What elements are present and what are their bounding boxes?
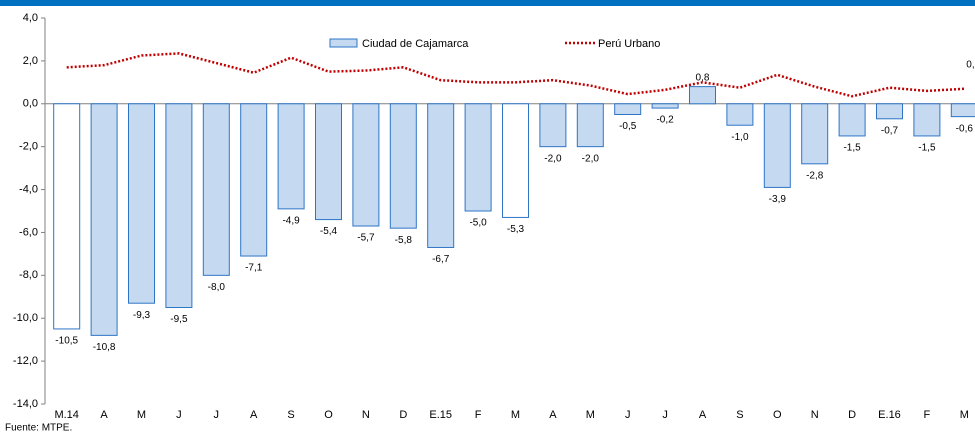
data-label: -10,5	[55, 336, 78, 347]
bar	[651, 103, 679, 109]
y-tick-label: 0,0	[23, 98, 38, 110]
y-tick-label: -12,0	[13, 355, 38, 367]
data-label: -4,9	[282, 215, 300, 226]
x-tick-label: M.14	[54, 409, 78, 421]
y-tick-label: -8,0	[19, 269, 38, 281]
bar	[801, 103, 829, 165]
x-tick-label: S	[736, 409, 743, 421]
data-label: -5,8	[395, 235, 413, 246]
bar	[165, 103, 193, 309]
x-tick-label: A	[250, 409, 258, 421]
data-label: 0,8	[696, 72, 710, 83]
bar	[352, 103, 380, 227]
bar	[202, 103, 230, 276]
legend-label: Perú Urbano	[598, 38, 660, 50]
data-label: -2,8	[806, 170, 824, 181]
x-tick-label: J	[662, 409, 668, 421]
data-label: -0,5	[619, 121, 637, 132]
bar	[389, 103, 417, 229]
data-label: -0,6	[956, 123, 974, 134]
bar	[464, 103, 492, 212]
data-label: -2,0	[582, 153, 600, 164]
x-tick-label: S	[287, 409, 294, 421]
bar	[315, 103, 342, 221]
x-tick-label: D	[848, 409, 856, 421]
bar	[128, 103, 155, 304]
x-tick-label: A	[549, 409, 557, 421]
data-label: -3,9	[769, 194, 787, 205]
line	[66, 52, 965, 98]
x-tick-label: E.15	[429, 409, 452, 421]
data-label: -10,8	[93, 342, 116, 353]
data-label: -1,5	[843, 143, 861, 154]
x-tick-label: M	[586, 409, 595, 421]
bar	[427, 103, 455, 248]
y-tick-label: -4,0	[19, 183, 38, 195]
data-label: -5,3	[507, 224, 525, 235]
x-tick-label: J	[625, 409, 631, 421]
x-tick-label: A	[100, 409, 108, 421]
x-tick-label: N	[811, 409, 819, 421]
data-label: -5,0	[469, 218, 487, 229]
y-tick-label: -10,0	[13, 312, 38, 324]
bar	[240, 103, 268, 257]
data-label: -1,5	[918, 143, 936, 154]
bar	[90, 103, 118, 336]
top-band	[0, 0, 975, 6]
data-label: -7,1	[245, 263, 263, 274]
data-label: -6,7	[432, 254, 450, 265]
x-tick-label: F	[475, 409, 482, 421]
bar	[913, 103, 941, 137]
y-tick-label: 4,0	[23, 12, 38, 24]
bar	[838, 103, 866, 137]
x-tick-label: O	[324, 409, 333, 421]
x-tick-label: N	[362, 409, 370, 421]
data-label: -0,2	[656, 115, 674, 126]
bar	[539, 103, 567, 148]
y-tick-label: -6,0	[19, 226, 38, 238]
data-label: -5,7	[357, 233, 375, 244]
x-tick-label: J	[214, 409, 220, 421]
x-tick-label: J	[176, 409, 182, 421]
x-tick-label: M	[137, 409, 146, 421]
source: Fuente: MTPE.	[5, 423, 72, 434]
data-label: -1,0	[731, 132, 749, 143]
bar	[502, 103, 529, 218]
x-tick-label: F	[924, 409, 931, 421]
legend-label: Ciudad de Cajamarca	[362, 38, 469, 50]
bar	[614, 103, 642, 116]
data-label: -9,5	[170, 314, 188, 325]
data-label: -8,0	[208, 282, 226, 293]
bar	[277, 103, 305, 210]
bar	[53, 103, 81, 330]
x-tick-label: E.16	[878, 409, 901, 421]
x-tick-label: A	[699, 409, 707, 421]
x-tick-label: D	[399, 409, 407, 421]
legend-swatch	[329, 38, 358, 48]
data-label: -2,0	[544, 153, 562, 164]
x-tick-label: M	[511, 409, 520, 421]
data-label: 0,7	[966, 59, 975, 70]
y-tick-label: 2,0	[23, 55, 38, 67]
bar	[576, 103, 604, 148]
y-tick-label: -2,0	[19, 141, 38, 153]
x-tick-label: O	[773, 409, 782, 421]
bar	[726, 103, 754, 126]
data-label: -0,7	[881, 125, 899, 136]
bar	[950, 103, 975, 118]
bar	[763, 103, 791, 188]
data-label: -9,3	[133, 310, 151, 321]
x-tick-label: M	[960, 409, 969, 421]
bar	[689, 86, 716, 105]
bar	[876, 103, 903, 120]
data-label: -5,4	[320, 226, 338, 237]
y-tick-label: -14,0	[13, 398, 38, 410]
